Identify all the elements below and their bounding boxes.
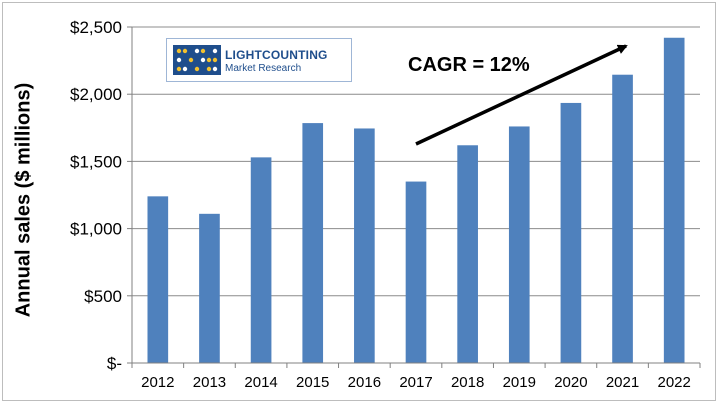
x-tick-label: 2019 <box>503 374 536 391</box>
x-tick-label: 2017 <box>399 374 432 391</box>
x-tick-label: 2016 <box>348 374 381 391</box>
y-tick-label: $500 <box>84 287 122 306</box>
x-tick-labels: 2012 2013 2014 2015 2016 2017 2018 2019 2020 2021… <box>131 363 701 391</box>
x-tick-label: 2022 <box>657 374 690 391</box>
x-tick-label: 2013 <box>193 374 226 391</box>
bar-2022 <box>663 37 685 363</box>
logo-name: LIGHTCOUNTING <box>225 48 328 62</box>
lightcounting-logo: LIGHTCOUNTING Market Research <box>166 38 352 82</box>
bar-2016 <box>354 128 375 363</box>
bar-2012 <box>147 196 169 363</box>
bar-2017 <box>405 181 427 363</box>
x-tick-label: 2018 <box>451 374 484 391</box>
abacus-icon <box>173 45 221 75</box>
bar-2015 <box>302 123 324 363</box>
axes <box>131 27 700 364</box>
y-tick-label: $1,500 <box>70 152 122 171</box>
bar-2019 <box>508 126 530 364</box>
y-axis-title: Annual sales ($ millions) <box>12 82 35 318</box>
cagr-annotation: CAGR = 12% <box>408 54 530 76</box>
bar-2021 <box>612 74 633 363</box>
x-tick-label: 2021 <box>606 374 639 391</box>
cagr-arrow <box>415 44 628 146</box>
logo-subtitle: Market Research <box>225 63 302 74</box>
y-tick-label: $- <box>107 354 122 373</box>
y-tick-label: $2,500 <box>70 18 122 37</box>
y-tick-label: $2,000 <box>70 85 122 104</box>
x-tick-label: 2014 <box>244 374 277 391</box>
x-tick-label: 2020 <box>554 374 587 391</box>
x-tick-label: 2012 <box>141 374 174 391</box>
bar-2020 <box>560 102 582 363</box>
bar-2018 <box>457 145 478 363</box>
y-tick-labels: $- $500 $1,000 $1,500 $2,000 $2,500 <box>70 18 132 373</box>
bar-series <box>147 37 685 364</box>
bar-2013 <box>199 213 220 363</box>
y-tick-label: $1,000 <box>70 220 122 239</box>
bar-2014 <box>250 157 272 363</box>
x-tick-label: 2015 <box>296 374 329 391</box>
